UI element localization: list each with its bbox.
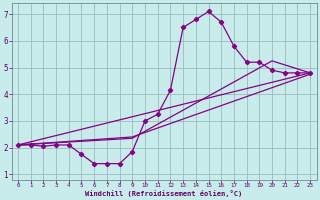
X-axis label: Windchill (Refroidissement éolien,°C): Windchill (Refroidissement éolien,°C)	[85, 190, 243, 197]
